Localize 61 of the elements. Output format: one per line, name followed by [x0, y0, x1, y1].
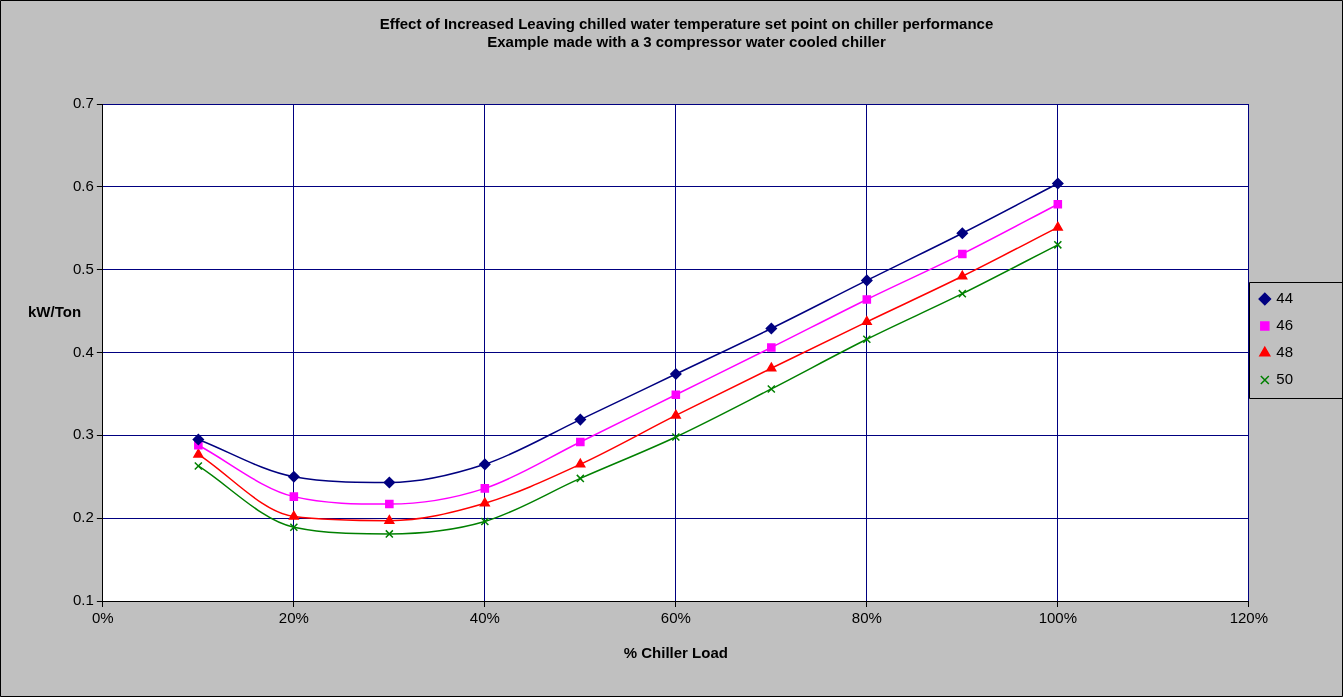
- x-tick-label: 40%: [469, 609, 500, 627]
- point: [767, 343, 776, 352]
- x-tick-label: 20%: [278, 609, 309, 627]
- x-tick-label: 120%: [1229, 609, 1268, 627]
- y-tick-label: 0.4: [72, 342, 94, 360]
- point: [480, 484, 490, 493]
- point: [385, 499, 394, 509]
- point: [1053, 240, 1063, 250]
- y-tick-label: 0.6: [72, 176, 94, 194]
- point: [862, 334, 872, 344]
- y-axis-title: kW/Ton: [28, 302, 82, 320]
- chart-subtitle: Example made with a 3 compressor water cooled chiller: [487, 33, 886, 51]
- point: [192, 433, 205, 446]
- chart-title: Effect of Increased Leaving chilled water temperature set point on chiller performance: [379, 15, 994, 33]
- point: [479, 458, 491, 471]
- y-tick-label: 0.5: [72, 259, 94, 277]
- y-tick-label: 0.3: [72, 425, 94, 443]
- point: [289, 492, 299, 501]
- point: [288, 510, 299, 520]
- point: [670, 409, 681, 419]
- point: [670, 368, 682, 380]
- legend-label: 48: [1276, 343, 1293, 361]
- point: [288, 471, 300, 483]
- point: [1052, 221, 1063, 231]
- legend-label: 50: [1276, 370, 1293, 388]
- x-tick-label: 100%: [1038, 609, 1078, 627]
- point: [1052, 177, 1064, 190]
- point: [956, 227, 969, 239]
- point: [765, 322, 778, 335]
- point: [289, 522, 299, 532]
- point: [671, 432, 681, 442]
- point: [384, 514, 395, 524]
- legend-label: 46: [1276, 316, 1293, 334]
- point: [383, 476, 396, 489]
- point: [575, 458, 586, 468]
- point: [479, 497, 490, 507]
- point: [193, 448, 204, 458]
- point: [385, 529, 394, 539]
- point: [862, 295, 872, 304]
- point: [861, 316, 872, 326]
- legend-label: 44: [1276, 289, 1293, 307]
- point: [574, 413, 587, 426]
- y-tick-label: 0.1: [72, 591, 94, 609]
- point: [1053, 199, 1063, 209]
- point: [194, 461, 203, 471]
- point: [576, 437, 585, 447]
- point: [958, 249, 967, 259]
- x-tick-label: 80%: [851, 609, 882, 627]
- point: [671, 390, 681, 400]
- point: [767, 384, 776, 394]
- point: [958, 289, 967, 298]
- y-tick-label: 0.7: [72, 94, 94, 112]
- point: [861, 274, 873, 287]
- x-tick-label: 60%: [660, 609, 691, 627]
- point: [957, 270, 968, 280]
- point: [576, 474, 585, 483]
- y-tick-label: 0.2: [72, 508, 94, 526]
- x-tick-label: 0%: [92, 609, 114, 627]
- x-axis-title: % Chiller Load: [623, 644, 728, 662]
- point: [766, 362, 777, 372]
- point: [480, 517, 490, 526]
